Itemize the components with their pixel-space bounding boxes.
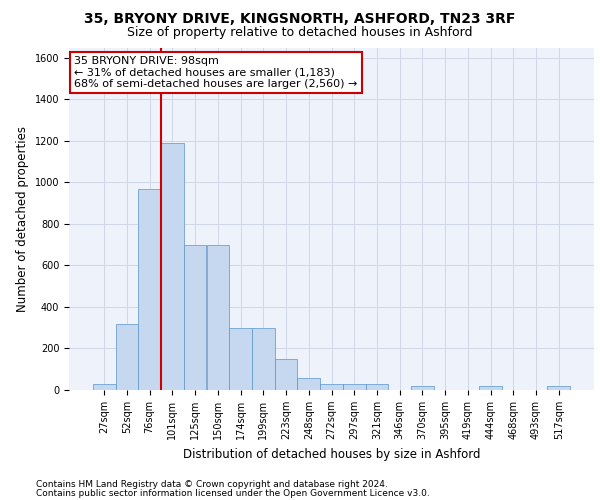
Bar (275, 359, 298, 390)
Bar (93, 384, 116, 390)
Bar (411, 386, 434, 390)
Bar (184, 244, 206, 390)
Bar (116, 324, 139, 390)
Bar (365, 384, 388, 390)
Y-axis label: Number of detached properties: Number of detached properties (16, 126, 29, 312)
Bar (298, 378, 320, 390)
Bar (343, 384, 365, 390)
Text: Contains public sector information licensed under the Open Government Licence v3: Contains public sector information licen… (36, 488, 430, 498)
Bar (229, 328, 252, 390)
Bar (479, 386, 502, 390)
Text: Contains HM Land Registry data © Crown copyright and database right 2024.: Contains HM Land Registry data © Crown c… (36, 480, 388, 489)
Bar (252, 328, 275, 390)
X-axis label: Distribution of detached houses by size in Ashford: Distribution of detached houses by size … (183, 448, 480, 460)
Bar (547, 386, 570, 390)
Bar (320, 384, 343, 390)
Text: Size of property relative to detached houses in Ashford: Size of property relative to detached ho… (127, 26, 473, 39)
Text: 35, BRYONY DRIVE, KINGSNORTH, ASHFORD, TN23 3RF: 35, BRYONY DRIVE, KINGSNORTH, ASHFORD, T… (85, 12, 515, 26)
Text: 35 BRYONY DRIVE: 98sqm
← 31% of detached houses are smaller (1,183)
68% of semi-: 35 BRYONY DRIVE: 98sqm ← 31% of detached… (74, 56, 358, 90)
Bar (206, 244, 229, 390)
Bar (161, 143, 184, 390)
Bar (139, 188, 161, 390)
